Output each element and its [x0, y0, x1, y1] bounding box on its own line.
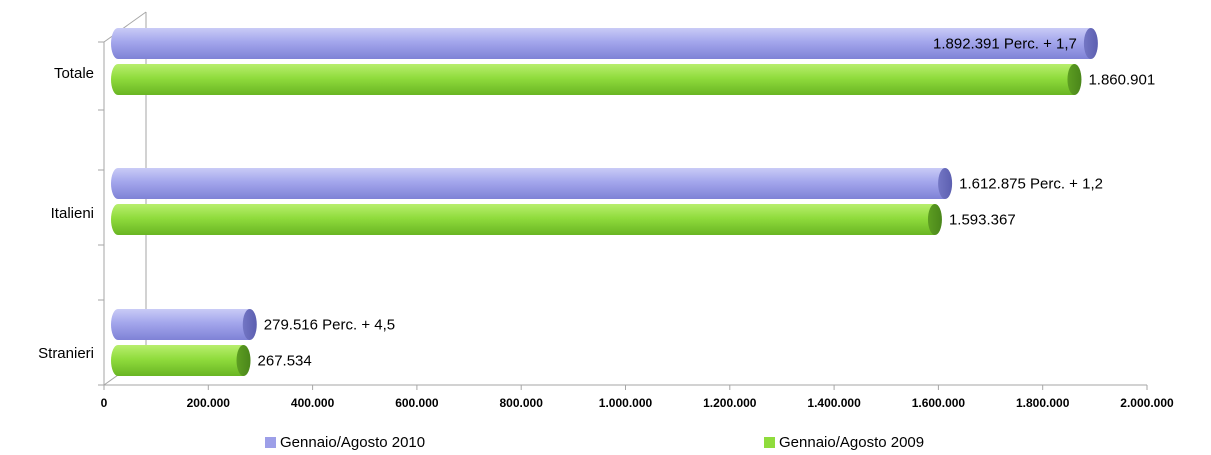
bar-end-cap	[1067, 64, 1082, 95]
bar-end-cap	[236, 345, 251, 376]
x-tick-label: 600.000	[395, 396, 439, 410]
legend-label-2010: Gennaio/Agosto 2010	[280, 434, 426, 451]
category-label: Italieni	[51, 205, 94, 222]
labels: Totale Italieni Stranieri 1.892.391 Perc. +…	[38, 36, 1155, 370]
bar-start-cap	[111, 345, 125, 376]
bar-start-cap	[111, 309, 125, 340]
category-label: Totale	[54, 65, 94, 82]
bar-end-cap	[927, 204, 942, 235]
x-tick-label: 2.000.000	[1120, 396, 1174, 410]
legend-swatch-2010	[265, 437, 276, 448]
x-tick-label: 1.000.000	[599, 396, 653, 410]
bar-body	[118, 28, 1091, 59]
bar-2010	[111, 168, 953, 199]
data-label: 267.534	[258, 353, 312, 370]
x-tick-label: 1.800.000	[1016, 396, 1070, 410]
bar-start-cap	[111, 204, 125, 235]
bars	[111, 28, 1098, 376]
bar-2010	[111, 309, 257, 340]
bar-end-cap	[242, 309, 257, 340]
bar-2009	[111, 64, 1082, 95]
x-tick-label: 400.000	[291, 396, 335, 410]
category-label: Stranieri	[38, 345, 94, 362]
x-tick-label: 1.200.000	[703, 396, 757, 410]
data-label: 279.516 Perc. + 4,5	[264, 317, 395, 334]
x-tick-label: 200.000	[187, 396, 231, 410]
data-label: 1.892.391 Perc. + 1,7	[933, 36, 1077, 53]
x-tick-label: 1.400.000	[807, 396, 861, 410]
bar-end-cap	[938, 168, 953, 199]
x-tick-label: 800.000	[500, 396, 544, 410]
bar-body	[118, 309, 250, 340]
data-label: 1.612.875 Perc. + 1,2	[959, 176, 1103, 193]
legend-item-2010: Gennaio/Agosto 2010	[265, 434, 425, 451]
bar-start-cap	[111, 64, 125, 95]
x-tick-label: 0	[101, 396, 108, 410]
bar-body	[118, 64, 1075, 95]
bar-body	[118, 204, 935, 235]
legend-label-2009: Gennaio/Agosto 2009	[779, 434, 925, 451]
bar-end-cap	[1083, 28, 1098, 59]
back-wall-top-edge	[103, 11, 147, 43]
bar-2009	[111, 204, 942, 235]
data-label: 1.860.901	[1088, 72, 1155, 89]
bar-start-cap	[111, 168, 125, 199]
axes: 0 200.000 400.000 600.000 800.000 1.000.000 1.…	[98, 11, 1174, 410]
data-label: 1.593.367	[949, 212, 1016, 229]
bar-2009	[111, 345, 251, 376]
x-tick-label: 1.600.000	[912, 396, 966, 410]
bar-chart: 0 200.000 400.000 600.000 800.000 1.000.000 1.…	[38, 11, 1174, 410]
legend-swatch-2009	[764, 437, 775, 448]
bar-body	[118, 345, 244, 376]
bar-body	[118, 168, 946, 199]
bar-start-cap	[111, 28, 125, 59]
legend-item-2009: Gennaio/Agosto 2009	[764, 434, 924, 451]
bar-2010	[111, 28, 1098, 59]
